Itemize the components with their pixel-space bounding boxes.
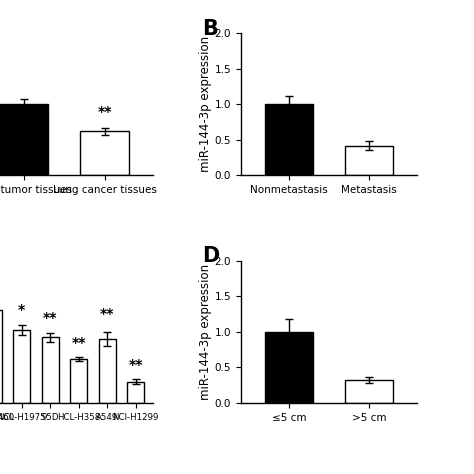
Text: **: **: [128, 357, 143, 372]
Bar: [345, 380, 393, 403]
Bar: [99, 339, 116, 403]
Bar: [265, 332, 313, 403]
Bar: [0, 104, 48, 175]
Bar: [265, 104, 313, 175]
Text: **: **: [43, 310, 57, 325]
Bar: [13, 330, 30, 403]
Text: B: B: [202, 19, 218, 39]
Bar: [127, 382, 144, 403]
Bar: [345, 146, 393, 175]
Text: **: **: [100, 307, 114, 321]
Bar: [81, 131, 128, 175]
Text: *: *: [18, 303, 26, 317]
Text: **: **: [72, 336, 86, 350]
Text: **: **: [97, 105, 112, 119]
Bar: [42, 337, 59, 403]
Y-axis label: miR-144-3p expression: miR-144-3p expression: [199, 264, 212, 400]
Text: D: D: [202, 246, 219, 266]
Bar: [0, 310, 2, 403]
Y-axis label: miR-144-3p expression: miR-144-3p expression: [199, 36, 212, 173]
Bar: [70, 359, 87, 403]
